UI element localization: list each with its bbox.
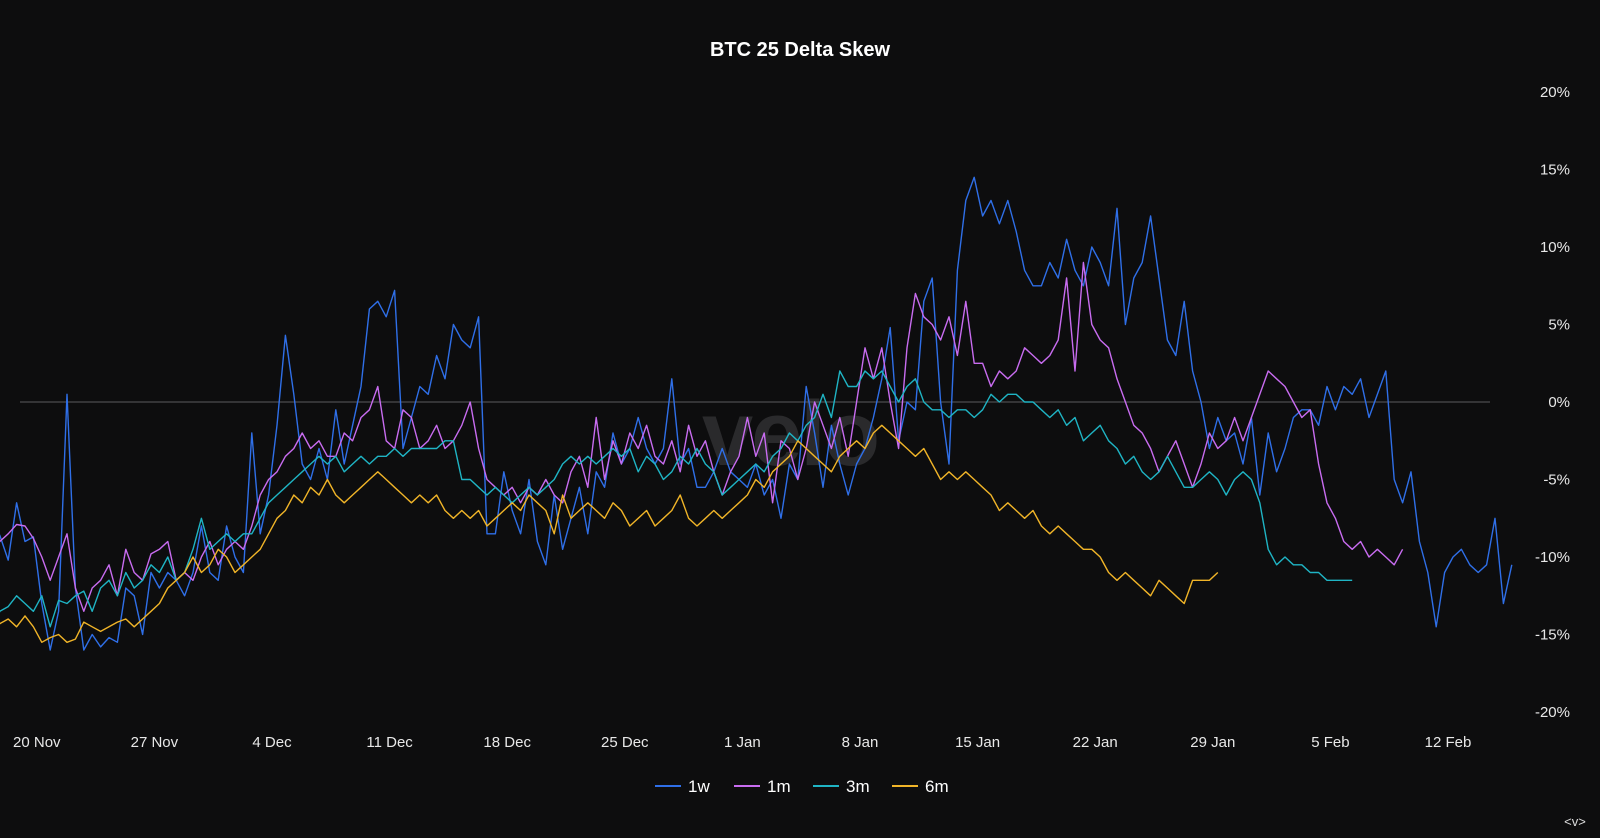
x-tick-label: 5 Feb bbox=[1311, 734, 1349, 751]
x-tick-label: 22 Jan bbox=[1073, 734, 1118, 751]
legend-item-1w[interactable]: 1w bbox=[655, 777, 710, 796]
y-tick-label: 20% bbox=[1540, 84, 1570, 101]
series-lines bbox=[0, 176, 1513, 651]
legend-item-3m[interactable]: 3m bbox=[813, 777, 870, 796]
y-tick-label: -15% bbox=[1535, 627, 1570, 644]
y-tick-label: 5% bbox=[1548, 317, 1570, 334]
legend-label: 1m bbox=[767, 777, 791, 796]
x-tick-label: 25 Dec bbox=[601, 734, 649, 751]
legend-label: 3m bbox=[846, 777, 870, 796]
x-tick-label: 11 Dec bbox=[366, 734, 413, 751]
series-line-6m[interactable] bbox=[0, 424, 1219, 643]
y-tick-label: -10% bbox=[1535, 549, 1570, 566]
x-tick-label: 29 Jan bbox=[1190, 734, 1235, 751]
y-tick-label: -20% bbox=[1535, 704, 1570, 721]
x-axis: 20 Nov 27 Nov 4 Dec 11 Dec 18 Dec 25 Dec 1 Jan… bbox=[13, 734, 1471, 751]
x-tick-label: 4 Dec bbox=[252, 734, 292, 751]
y-tick-label: 15% bbox=[1540, 162, 1570, 179]
legend-label: 1w bbox=[688, 777, 710, 796]
chart-title: BTC 25 Delta Skew bbox=[710, 39, 891, 61]
x-tick-label: 1 Jan bbox=[724, 734, 761, 751]
x-tick-label: 20 Nov bbox=[13, 734, 61, 751]
x-tick-label: 18 Dec bbox=[483, 734, 531, 751]
navigation-hint[interactable]: <v> bbox=[1564, 814, 1586, 829]
legend: 1w 1m 3m 6m bbox=[655, 777, 949, 796]
y-tick-label: -5% bbox=[1543, 472, 1570, 489]
legend-item-6m[interactable]: 6m bbox=[892, 777, 949, 796]
y-tick-label: 10% bbox=[1540, 239, 1570, 256]
legend-item-1m[interactable]: 1m bbox=[734, 777, 791, 796]
y-tick-label: 0% bbox=[1548, 394, 1570, 411]
x-tick-label: 15 Jan bbox=[955, 734, 1000, 751]
series-line-3m[interactable] bbox=[0, 370, 1353, 635]
series-line-1w[interactable] bbox=[0, 176, 1513, 651]
y-axis: 20% 15% 10% 5% 0% -5% -10% -15% -20% bbox=[1535, 84, 1570, 721]
x-tick-label: 8 Jan bbox=[842, 734, 879, 751]
legend-label: 6m bbox=[925, 777, 949, 796]
x-tick-label: 27 Nov bbox=[131, 734, 179, 751]
x-tick-label: 12 Feb bbox=[1425, 734, 1472, 751]
